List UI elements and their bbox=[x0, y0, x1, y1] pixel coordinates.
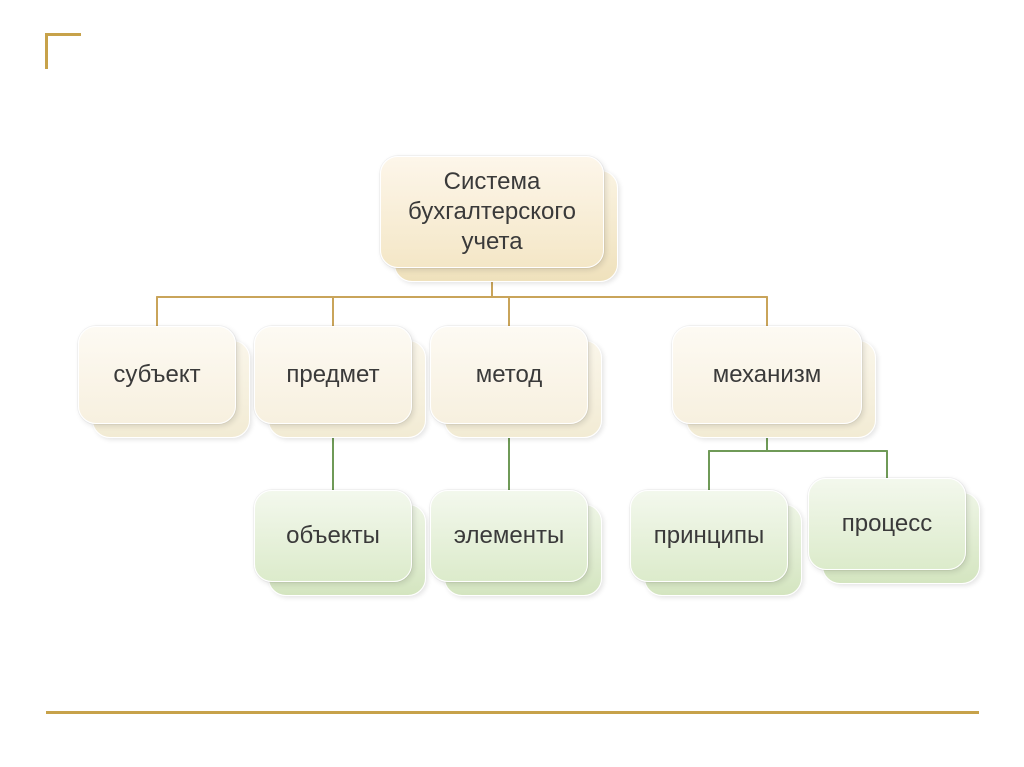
node-label: объекты bbox=[286, 521, 380, 551]
node-label: процесс bbox=[842, 509, 933, 539]
node-card: объекты bbox=[254, 490, 412, 582]
node-label: метод bbox=[476, 360, 543, 390]
hierarchy-diagram: Системабухгалтерскогоучета субъект предмет… bbox=[0, 0, 1024, 767]
bottom-rule bbox=[46, 711, 979, 714]
node-label: предмет bbox=[286, 360, 379, 390]
node-card: метод bbox=[430, 326, 588, 424]
node-card: процесс bbox=[808, 478, 966, 570]
node-label: элементы bbox=[454, 521, 564, 551]
node-card: механизм bbox=[672, 326, 862, 424]
node-card: субъект bbox=[78, 326, 236, 424]
frame-corner bbox=[45, 33, 81, 69]
node-card: Системабухгалтерскогоучета bbox=[380, 156, 604, 268]
node-card: предмет bbox=[254, 326, 412, 424]
node-label: субъект bbox=[113, 360, 200, 390]
node-label: принципы bbox=[654, 521, 764, 551]
node-card: принципы bbox=[630, 490, 788, 582]
node-label: механизм bbox=[713, 360, 822, 390]
node-label: Системабухгалтерскогоучета bbox=[408, 167, 576, 257]
node-card: элементы bbox=[430, 490, 588, 582]
